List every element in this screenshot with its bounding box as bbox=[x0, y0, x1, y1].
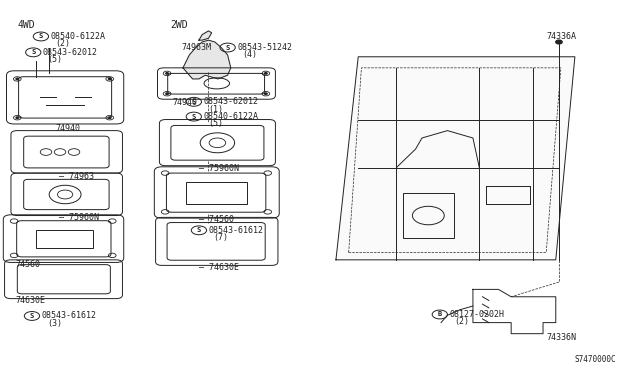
Text: (5): (5) bbox=[209, 119, 223, 128]
Text: — 74560: — 74560 bbox=[199, 215, 234, 224]
Text: 08127-0202H: 08127-0202H bbox=[449, 310, 504, 319]
Text: S: S bbox=[197, 227, 201, 233]
Circle shape bbox=[264, 73, 267, 74]
Text: (2): (2) bbox=[56, 39, 70, 48]
Text: S: S bbox=[192, 99, 196, 105]
Text: 08540-6122A: 08540-6122A bbox=[51, 32, 106, 41]
Text: 08543-62012: 08543-62012 bbox=[204, 97, 259, 106]
Text: 74940: 74940 bbox=[56, 124, 81, 133]
Circle shape bbox=[166, 73, 168, 74]
Text: 74336A: 74336A bbox=[546, 32, 576, 41]
Text: 08543-61612: 08543-61612 bbox=[42, 311, 97, 320]
Text: 08543-61612: 08543-61612 bbox=[209, 226, 264, 235]
Circle shape bbox=[166, 93, 168, 94]
Text: (4): (4) bbox=[243, 51, 257, 60]
Polygon shape bbox=[336, 57, 575, 260]
Text: B: B bbox=[438, 311, 442, 317]
Text: 08543-51242: 08543-51242 bbox=[237, 43, 292, 52]
Text: (1): (1) bbox=[209, 105, 223, 114]
Text: (5): (5) bbox=[47, 55, 62, 64]
Text: (2): (2) bbox=[454, 317, 469, 326]
Circle shape bbox=[16, 78, 19, 80]
Text: S: S bbox=[225, 45, 230, 51]
Text: 74336N: 74336N bbox=[546, 333, 576, 342]
Text: 08540-6122A: 08540-6122A bbox=[204, 112, 259, 121]
Text: 74963M: 74963M bbox=[181, 43, 211, 52]
Circle shape bbox=[556, 40, 562, 44]
Text: (7): (7) bbox=[213, 233, 228, 242]
Text: 74560: 74560 bbox=[15, 260, 40, 269]
Bar bbox=[186, 182, 246, 204]
Text: S7470000C: S7470000C bbox=[575, 355, 616, 364]
Text: 74630E: 74630E bbox=[15, 296, 45, 305]
Text: S: S bbox=[31, 49, 35, 55]
Circle shape bbox=[108, 78, 111, 80]
Text: S: S bbox=[30, 313, 34, 319]
Circle shape bbox=[16, 117, 19, 118]
Circle shape bbox=[108, 117, 111, 118]
Bar bbox=[36, 230, 93, 248]
Text: 2WD: 2WD bbox=[170, 20, 188, 31]
Polygon shape bbox=[199, 31, 212, 40]
Text: — 74963: — 74963 bbox=[59, 171, 93, 180]
Text: — 75960N: — 75960N bbox=[199, 164, 239, 173]
Text: S: S bbox=[192, 113, 196, 119]
Text: 74940: 74940 bbox=[172, 98, 197, 107]
Text: S: S bbox=[39, 33, 43, 39]
Text: 4WD: 4WD bbox=[17, 20, 35, 31]
Circle shape bbox=[264, 93, 267, 94]
Text: 08543-62012: 08543-62012 bbox=[43, 48, 98, 57]
Text: — 75960N: — 75960N bbox=[59, 213, 99, 222]
Polygon shape bbox=[183, 40, 231, 79]
Text: (3): (3) bbox=[47, 319, 62, 328]
Text: — 74630E: — 74630E bbox=[199, 263, 239, 272]
Bar bbox=[403, 193, 454, 238]
